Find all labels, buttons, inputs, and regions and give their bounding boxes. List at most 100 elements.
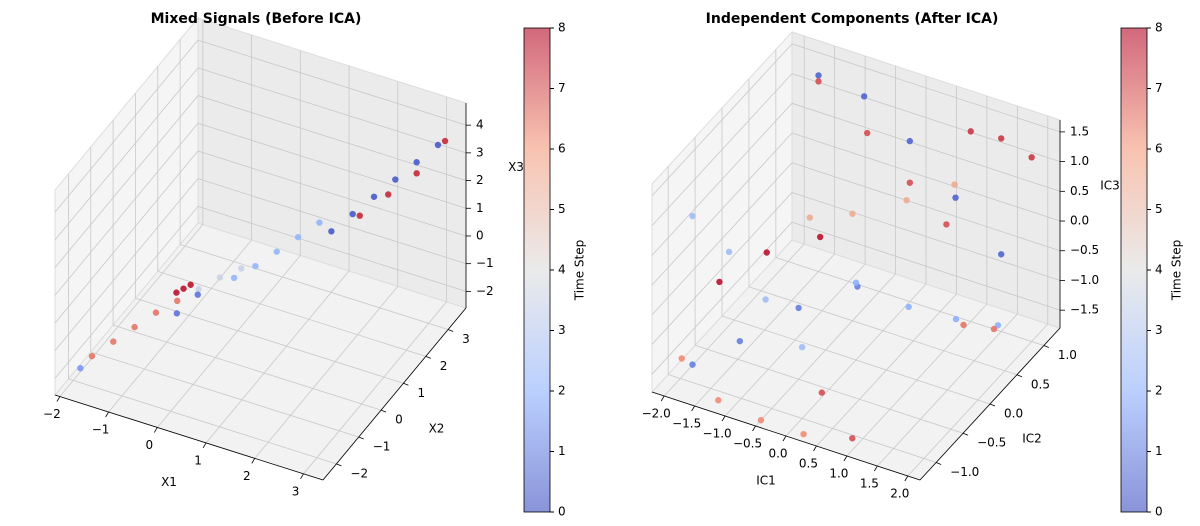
grid-line <box>694 344 964 434</box>
tick-mark <box>782 435 787 442</box>
colorbar-tick-label: 7 <box>558 81 566 95</box>
colorbar-tick-label: 0 <box>558 505 566 519</box>
grid-line <box>651 162 793 316</box>
tick-mark <box>962 432 969 436</box>
data-point <box>1028 154 1035 161</box>
x-tick-label: −2 <box>43 407 61 421</box>
z-axis-label: IC3 <box>1100 179 1120 193</box>
grid-line <box>668 374 937 463</box>
grid-line <box>721 315 991 405</box>
grid-line <box>112 324 382 411</box>
data-point <box>294 233 302 241</box>
colorbar-label: Time Step <box>1170 240 1184 302</box>
grid-line <box>791 192 1061 281</box>
y-tick-label: −1.0 <box>950 465 979 479</box>
y-axis-label: X2 <box>429 422 445 436</box>
colorbar-label: Time Step <box>573 240 587 302</box>
x-tick-label: −1.5 <box>672 417 701 431</box>
z-tick-label: 4 <box>476 118 484 132</box>
data-point <box>860 93 868 100</box>
colorbar-tick-label: 3 <box>1155 323 1163 337</box>
grid-line <box>197 178 467 265</box>
tick-mark <box>752 425 756 432</box>
grid-line <box>651 73 793 226</box>
chart-title: Independent Components (After ICA) <box>706 11 999 27</box>
data-point <box>385 191 392 198</box>
x-tick-label: 2 <box>243 469 251 483</box>
x-tick-label: 1.0 <box>829 467 848 481</box>
grid-line <box>157 255 301 428</box>
data-point <box>152 309 160 316</box>
z-tick-label: 1.0 <box>1070 154 1089 168</box>
z-tick-label: −1.0 <box>1070 273 1099 287</box>
data-point <box>194 291 201 298</box>
data-point <box>413 159 420 166</box>
grid-line <box>54 150 199 324</box>
colorbar-tick-label: 5 <box>558 202 566 216</box>
grid-line <box>54 67 199 241</box>
data-point <box>905 303 912 311</box>
x-tick-label: 0 <box>146 438 154 452</box>
data-point <box>952 315 960 323</box>
grid-line <box>54 39 199 213</box>
x-axis-label: IC1 <box>756 474 776 488</box>
grid-line <box>791 102 1061 192</box>
data-point <box>216 274 224 281</box>
x-tick-label: 0.0 <box>768 447 787 461</box>
data-point <box>689 212 696 220</box>
grid-line <box>791 162 1061 252</box>
colorbar-tick-label: 1 <box>1155 444 1163 458</box>
data-point <box>952 194 959 201</box>
z-tick-label: 1 <box>476 201 484 215</box>
colorbar-tick-label: 6 <box>1155 142 1163 156</box>
colorbar-tick-label: 5 <box>1155 202 1163 216</box>
grid-line <box>157 270 426 357</box>
grid-line <box>108 239 252 413</box>
y-axis-label: IC2 <box>1022 432 1042 446</box>
data-point <box>990 325 998 333</box>
tick-mark <box>813 445 817 452</box>
tick-mark <box>721 415 726 422</box>
grid-line <box>651 43 793 197</box>
data-point <box>316 219 323 226</box>
z-tick-label: 0.0 <box>1070 214 1089 228</box>
y-tick-label: 1 <box>417 386 425 400</box>
data-point <box>736 337 744 345</box>
y-tick-label: 0.5 <box>1031 377 1050 391</box>
data-point <box>715 397 722 404</box>
tick-mark <box>202 442 207 449</box>
data-point <box>815 72 822 79</box>
z-tick-label: 0.5 <box>1070 184 1089 198</box>
colorbar-tick-label: 6 <box>558 142 566 156</box>
grid-line <box>59 224 204 397</box>
grid-line <box>180 244 449 330</box>
data-point <box>413 170 420 177</box>
colorbar-tick-label: 8 <box>1155 21 1163 35</box>
data-point <box>370 193 378 200</box>
data-point <box>110 338 117 345</box>
data-point <box>906 137 914 145</box>
tick-mark <box>874 465 878 472</box>
grid-line <box>775 257 1044 346</box>
z-tick-label: −1 <box>476 256 494 270</box>
y-tick-label: −0.5 <box>977 436 1006 450</box>
grid-line <box>791 132 1061 222</box>
data-point <box>349 210 356 218</box>
grid-line <box>54 123 199 296</box>
data-point <box>849 435 856 442</box>
data-point <box>441 137 449 145</box>
data-point <box>230 274 238 282</box>
data-point <box>173 310 181 317</box>
colorbar-tick-label: 2 <box>558 384 566 398</box>
y-tick-label: 2 <box>440 359 448 373</box>
z-tick-label: 3 <box>476 145 484 159</box>
z-tick-label: 2 <box>476 173 484 187</box>
data-point <box>818 389 826 396</box>
grid-line <box>135 297 404 384</box>
tick-mark <box>691 405 695 412</box>
grid-line <box>651 103 793 256</box>
tick-mark <box>1016 374 1023 378</box>
data-point <box>806 214 814 221</box>
data-point <box>815 78 822 85</box>
